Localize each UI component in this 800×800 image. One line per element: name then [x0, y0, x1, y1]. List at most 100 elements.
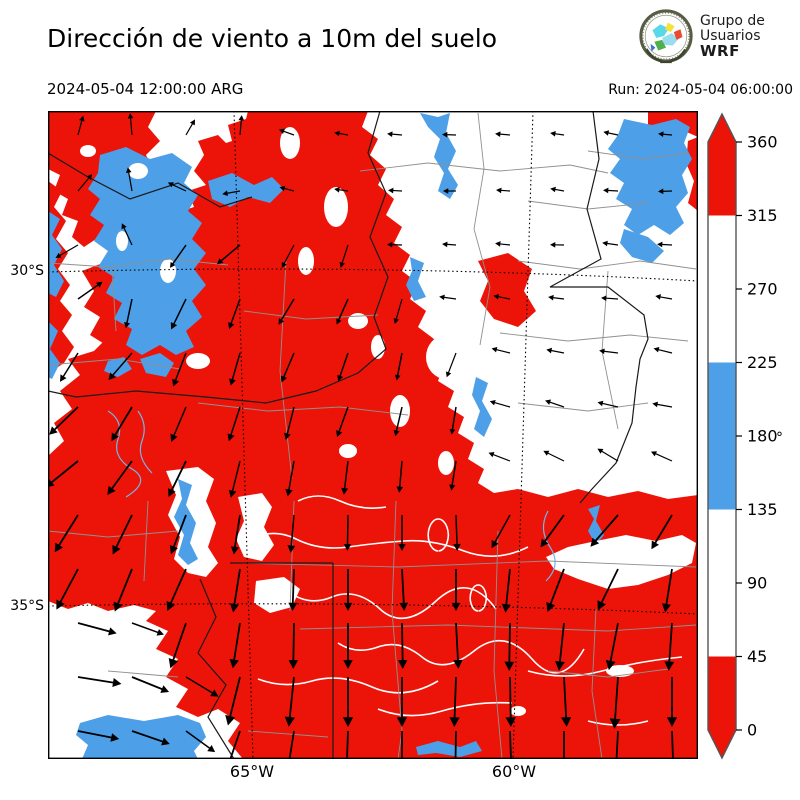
wind-arrow	[493, 293, 511, 300]
wind-arrow	[489, 399, 511, 408]
wind-arrow	[550, 186, 565, 193]
wind-arrow	[336, 406, 349, 438]
colorbar-tick-label: 180	[747, 427, 778, 446]
wind-arrow	[227, 406, 241, 442]
wind-arrow	[222, 190, 241, 196]
wind-arrow	[288, 622, 299, 669]
colorbar-segment	[708, 215, 736, 363]
wind-arrow	[449, 676, 460, 727]
wind-arrow	[603, 130, 619, 136]
wind-arrow	[229, 568, 241, 613]
wind-arrow	[169, 514, 187, 555]
wind-arrow	[449, 406, 457, 435]
wind-arrow	[563, 731, 565, 759]
wind-arrow	[343, 623, 353, 669]
wind-arrow	[387, 241, 403, 248]
wind-arrow	[113, 568, 133, 612]
wind-arrow	[278, 128, 295, 136]
wind-arrow	[505, 676, 516, 727]
colorbar-segments	[708, 142, 736, 730]
wind-arrow	[601, 295, 619, 302]
map-frame	[48, 111, 698, 759]
wind-arrow	[496, 187, 511, 194]
wind-arrow	[396, 677, 408, 727]
wind-arrow	[442, 241, 457, 248]
wind-arrow	[121, 223, 133, 246]
gridline-35s	[48, 603, 698, 615]
gridline-65w	[233, 111, 254, 759]
wind-arrow	[509, 730, 512, 759]
wind-arrow	[131, 676, 170, 693]
wind-arrow	[658, 131, 673, 138]
wind-arrow	[288, 568, 298, 611]
wind-arrow	[77, 115, 85, 136]
wind-arrow	[560, 676, 572, 727]
gridline-30s	[48, 268, 698, 282]
wind-arrow	[495, 241, 511, 247]
colorbar-tick-label: 0	[747, 721, 757, 740]
colorbar-ticks: 0 45 90 135 180 225 270 315 360	[736, 133, 778, 740]
wind-arrow	[488, 452, 511, 462]
colorbar-tick-label: 45	[747, 647, 767, 666]
wind-arrow	[334, 130, 349, 137]
wind-arrow	[453, 514, 461, 551]
wind-arrow	[127, 113, 134, 136]
colorbar-tick-label: 360	[747, 133, 778, 152]
wind-arrow	[664, 622, 675, 671]
colorbar-unit-label: °	[776, 430, 783, 446]
wrf-globe-icon	[639, 9, 693, 64]
wind-arrow	[397, 622, 408, 669]
wind-arrow	[343, 569, 353, 611]
logo-text-wrf: WRF	[700, 41, 740, 60]
wind-arrow	[396, 460, 404, 493]
wind-arrow	[111, 406, 133, 442]
colorbar-tick-label: 225	[747, 353, 778, 372]
run-time-label: Run: 2024-05-04 06:00:00	[608, 82, 793, 98]
wind-arrow	[609, 676, 621, 729]
wind-arrow	[491, 346, 511, 354]
wind-arrow	[671, 730, 674, 759]
wind-arrow	[77, 174, 93, 192]
wind-arrow	[599, 348, 619, 355]
wind-arrow	[548, 294, 565, 301]
river-lines	[107, 410, 556, 582]
lat-label: 30°S	[10, 263, 44, 279]
wind-arrow	[597, 448, 619, 462]
logo-text-line1: Grupo de	[700, 12, 765, 29]
wind-arrow	[339, 244, 349, 268]
wind-arrow	[445, 352, 457, 378]
wind-arrow	[48, 460, 79, 487]
wind-arrow	[453, 622, 463, 669]
wind-arrow	[167, 182, 187, 192]
wind-arrows	[48, 113, 678, 759]
wind-arrow	[439, 294, 457, 301]
wind-arrow	[168, 622, 187, 669]
blue-wind-regions	[48, 113, 692, 759]
page-title: Dirección de viento a 10m del suelo	[47, 24, 498, 53]
wind-arrow	[284, 676, 295, 727]
wind-arrow	[77, 676, 122, 688]
logo-text-line2: Usuarios	[700, 27, 761, 44]
colorbar-lower-arrow	[708, 730, 736, 758]
wind-arrow	[650, 451, 673, 462]
wind-arrow	[337, 352, 349, 382]
colorbar-tick-label: 315	[747, 206, 778, 225]
wind-direction-map	[48, 111, 698, 759]
wind-arrow	[661, 568, 673, 613]
wind-arrow	[550, 130, 565, 137]
wind-arrow	[666, 677, 678, 727]
wind-arrow	[451, 569, 461, 611]
gridlines	[48, 111, 698, 759]
wind-arrow	[393, 406, 403, 437]
wind-arrow	[185, 119, 195, 136]
wind-arrow	[657, 241, 673, 248]
wind-arrow	[229, 622, 241, 669]
wind-arrow	[334, 186, 349, 193]
wind-arrow	[56, 568, 79, 610]
wind-arrow	[107, 460, 133, 495]
wind-arrow	[615, 730, 619, 759]
wind-arrow	[49, 406, 79, 435]
wrf-logo: Grupo de Usuarios WRF	[638, 8, 765, 64]
wind-arrow	[229, 352, 241, 386]
wind-arrow	[185, 676, 219, 697]
